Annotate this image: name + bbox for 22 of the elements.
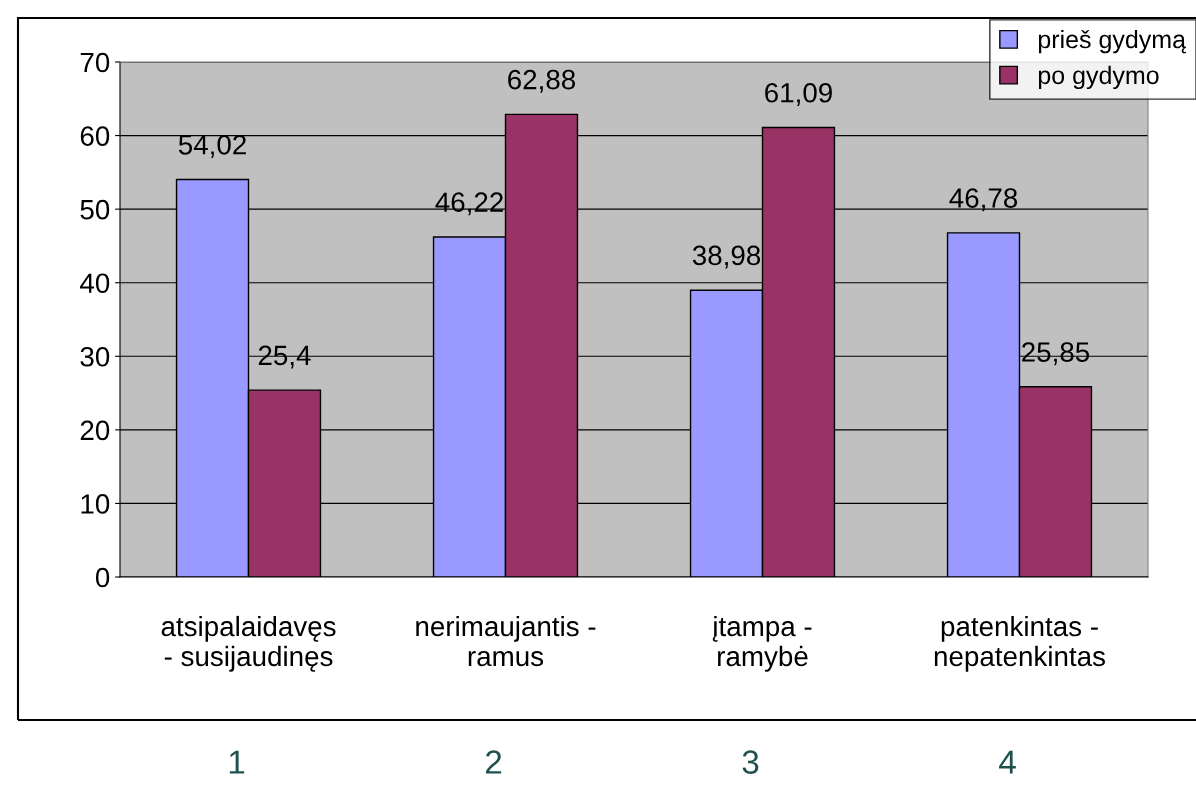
legend-label: prieš gydymą: [1038, 29, 1187, 54]
y-tick-label: 0: [95, 567, 110, 588]
data-label: 38,98: [692, 245, 761, 269]
y-tick-label: 20: [80, 420, 110, 441]
x-tick-label: nerimaujantis - ramus: [416, 615, 596, 667]
data-label: 62,88: [508, 69, 576, 93]
data-label: 61,09: [765, 82, 832, 106]
y-tick-label: 70: [80, 52, 110, 73]
y-tick-label: 40: [80, 273, 110, 294]
text: 2: [485, 750, 502, 774]
text: 1: [229, 750, 245, 774]
x-tick-label: patenkintas - nepatenkintas: [934, 615, 1105, 672]
x-tick-label: įtampa - ramybė: [712, 615, 812, 672]
x-tick-label: atsipalaidavęs - susijaudinęs: [161, 615, 336, 672]
text: 4: [999, 750, 1016, 774]
y-tick-label: 30: [80, 346, 110, 367]
y-tick-label: 50: [80, 199, 110, 220]
data-label: 46,78: [949, 188, 1018, 212]
y-tick-label: 60: [80, 126, 110, 146]
legend-label: po gydymo: [1038, 65, 1159, 90]
y-tick-label: 10: [81, 494, 110, 514]
text: 3: [742, 750, 759, 774]
